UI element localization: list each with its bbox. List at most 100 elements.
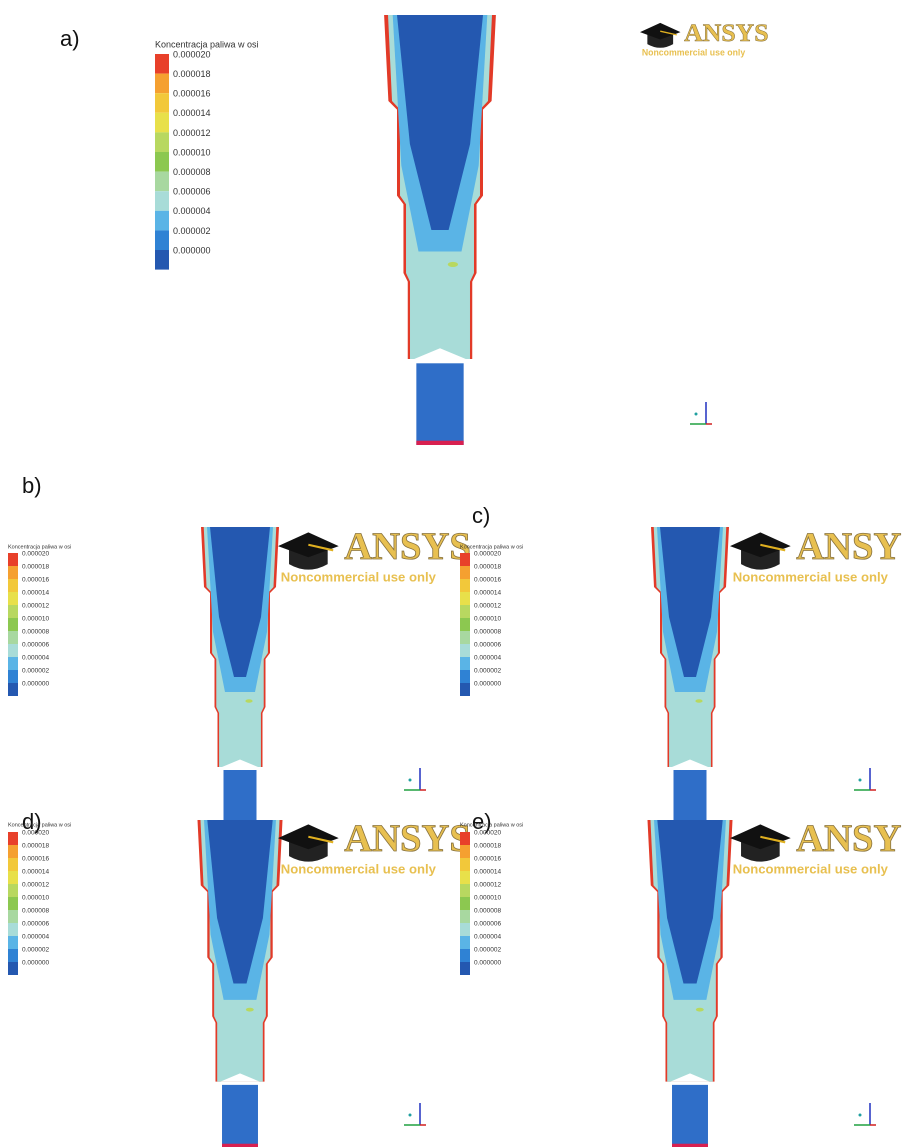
axis-triad <box>404 768 426 791</box>
legend-swatch <box>155 152 169 172</box>
body-tip <box>222 759 258 767</box>
legend-label: 0.000008 <box>22 629 49 636</box>
legend-swatch <box>155 230 169 250</box>
legend-title: Koncentracja paliwa w osi <box>460 822 523 828</box>
legend-swatch <box>460 683 470 696</box>
legend-swatch <box>8 631 18 644</box>
legend-label: 0.000012 <box>173 128 211 138</box>
cap-tassel <box>760 835 786 844</box>
legend-label: 0.000010 <box>22 895 49 902</box>
legend-swatch <box>460 579 470 592</box>
legend-swatch <box>460 592 470 605</box>
body-tip <box>414 348 466 359</box>
watermark-note: Noncommercial use only <box>281 569 437 584</box>
legend-swatch <box>155 73 169 94</box>
cap-top <box>640 22 681 40</box>
body-spot <box>695 699 703 703</box>
legend-swatch <box>8 579 18 592</box>
legend-label: 0.000002 <box>22 668 49 675</box>
legend-swatch <box>155 93 169 113</box>
legend-swatch <box>8 923 18 936</box>
legend-swatch <box>8 871 18 884</box>
legend-swatch <box>460 845 470 858</box>
axis-triad <box>854 768 876 791</box>
body-nozzle-edge <box>222 1143 258 1147</box>
legend-swatch <box>460 858 470 871</box>
legend-swatch <box>8 592 18 605</box>
legend-label: 0.000010 <box>173 147 211 157</box>
legend-swatch <box>460 618 470 631</box>
legend-label: 0.000000 <box>474 960 501 967</box>
panel: c)Koncentracja paliwa w osi0.0000200.000… <box>460 503 902 827</box>
legend-swatch <box>155 112 169 133</box>
legend-swatch <box>8 897 18 910</box>
legend-label: 0.000000 <box>22 681 49 688</box>
legend-label: 0.000006 <box>474 921 501 928</box>
axis-dot <box>408 778 412 782</box>
legend-label: 0.000004 <box>173 206 211 216</box>
legend-swatch <box>460 897 470 910</box>
legend-label: 0.000018 <box>22 564 49 571</box>
legend-label: 0.000002 <box>22 947 49 954</box>
legend-swatch <box>8 936 18 949</box>
legend-swatch <box>8 670 18 683</box>
legend-label: 0.000016 <box>173 89 211 99</box>
cap-top <box>278 532 339 558</box>
panel-label: b) <box>22 473 42 498</box>
body-core <box>210 527 270 677</box>
legend-label: 0.000020 <box>22 551 49 558</box>
cap-top <box>730 532 791 558</box>
legend-swatch <box>460 605 470 618</box>
legend-label: 0.000000 <box>173 245 211 255</box>
legend-label: 0.000020 <box>474 830 501 837</box>
legend-label: 0.000006 <box>474 642 501 649</box>
body-nozzle <box>222 1084 258 1147</box>
legend-label: 0.000000 <box>22 960 49 967</box>
axis-triad <box>854 1103 876 1126</box>
legend-label: 0.000012 <box>474 603 501 610</box>
legend-label: 0.000004 <box>474 655 501 662</box>
cap-tassel <box>308 835 334 844</box>
legend-swatch <box>155 132 169 152</box>
legend-swatch <box>155 54 169 74</box>
legend-label: 0.000014 <box>173 108 211 118</box>
legend-label: 0.000018 <box>173 69 211 79</box>
panel-label: e) <box>472 809 492 834</box>
cap-tassel <box>760 543 786 552</box>
panel-label: d) <box>22 809 42 834</box>
legend-swatch <box>8 962 18 975</box>
body-spot <box>695 1007 704 1012</box>
cap-top <box>278 824 339 850</box>
body-tip <box>220 1073 260 1082</box>
axis-dot <box>694 412 698 416</box>
panel: b)Koncentracja paliwa w osi0.0000200.000… <box>8 473 471 827</box>
legend-swatch <box>460 871 470 884</box>
legend-label: 0.000004 <box>474 934 501 941</box>
axis-dot <box>858 1113 862 1117</box>
legend-label: 0.000010 <box>22 616 49 623</box>
legend-swatch <box>460 631 470 644</box>
body-nozzle-edge <box>416 440 464 445</box>
watermark-note: Noncommercial use only <box>642 48 746 58</box>
cap-tassel <box>308 543 334 552</box>
legend-swatch <box>460 832 470 845</box>
legend-label: 0.000006 <box>173 187 211 197</box>
panel-label: c) <box>472 503 490 528</box>
legend-label: 0.000018 <box>474 564 501 571</box>
watermark-brand: ANSYS <box>796 526 902 568</box>
legend-swatch <box>460 884 470 897</box>
legend-title: Koncentracja paliwa w osi <box>460 544 523 550</box>
legend-swatch <box>155 210 169 231</box>
legend-label: 0.000008 <box>474 629 501 636</box>
legend-swatch <box>460 910 470 923</box>
legend-label: 0.000016 <box>474 856 501 863</box>
legend-label: 0.000002 <box>474 668 501 675</box>
legend-swatch <box>8 910 18 923</box>
legend-swatch <box>8 884 18 897</box>
legend-swatch <box>8 566 18 579</box>
legend-swatch <box>460 670 470 683</box>
